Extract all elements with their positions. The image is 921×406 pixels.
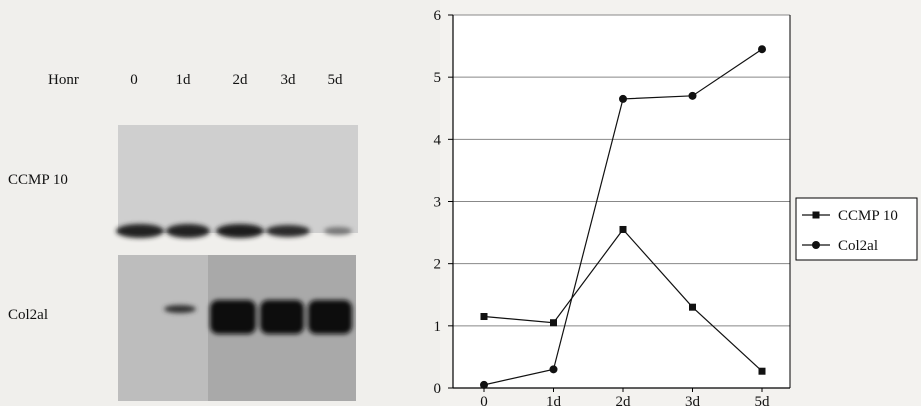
x-tick-label: 3d <box>685 394 701 406</box>
legend-label: CCMP 10 <box>838 208 898 224</box>
x-tick-label: 1d <box>546 394 562 406</box>
row-label: CCMP 10 <box>8 172 68 188</box>
marker <box>619 225 627 233</box>
marker <box>549 365 558 374</box>
y-tick-label: 4 <box>434 132 442 148</box>
marker <box>480 380 488 389</box>
y-tick-label: 5 <box>434 70 442 86</box>
legend-box <box>795 197 918 261</box>
lane-label: 5d <box>328 72 344 88</box>
bands <box>116 224 352 334</box>
y-tick-label: 0 <box>434 381 442 397</box>
band <box>216 224 264 238</box>
y-tick-label: 6 <box>434 8 442 24</box>
lane-label: 3d <box>281 72 297 88</box>
marker <box>812 241 820 249</box>
lane-label: 1d <box>176 72 192 88</box>
marker <box>812 211 820 219</box>
marker <box>689 303 696 311</box>
y-tick-label: 3 <box>434 195 442 211</box>
lane-label: 2d <box>233 72 249 88</box>
band <box>116 224 164 238</box>
blot-membrane <box>118 125 358 233</box>
line-chart: 0 1 2 3 4 5 6 0 1d 2d 3d 5d CCMP 10 Col2al <box>434 8 918 406</box>
marker <box>758 367 766 375</box>
band <box>308 300 352 334</box>
marker <box>619 94 627 103</box>
lane-header: Honr <box>48 72 79 88</box>
marker <box>758 45 766 54</box>
band <box>266 225 310 237</box>
x-tick-label: 0 <box>480 394 488 406</box>
blot-membrane <box>118 255 208 401</box>
band <box>210 300 256 334</box>
band <box>164 305 196 313</box>
row-label: Col2al <box>8 307 48 323</box>
legend-label: Col2al <box>838 238 878 254</box>
marker <box>480 313 488 321</box>
lane-label: 0 <box>130 72 138 88</box>
y-tick-label: 2 <box>434 257 442 273</box>
marker <box>550 319 557 327</box>
x-tick-label: 2d <box>616 394 632 406</box>
marker <box>688 91 697 100</box>
band <box>260 300 304 334</box>
x-tick-label: 5d <box>755 394 771 406</box>
y-tick-label: 1 <box>434 319 442 335</box>
band <box>324 227 352 235</box>
band <box>166 224 210 238</box>
